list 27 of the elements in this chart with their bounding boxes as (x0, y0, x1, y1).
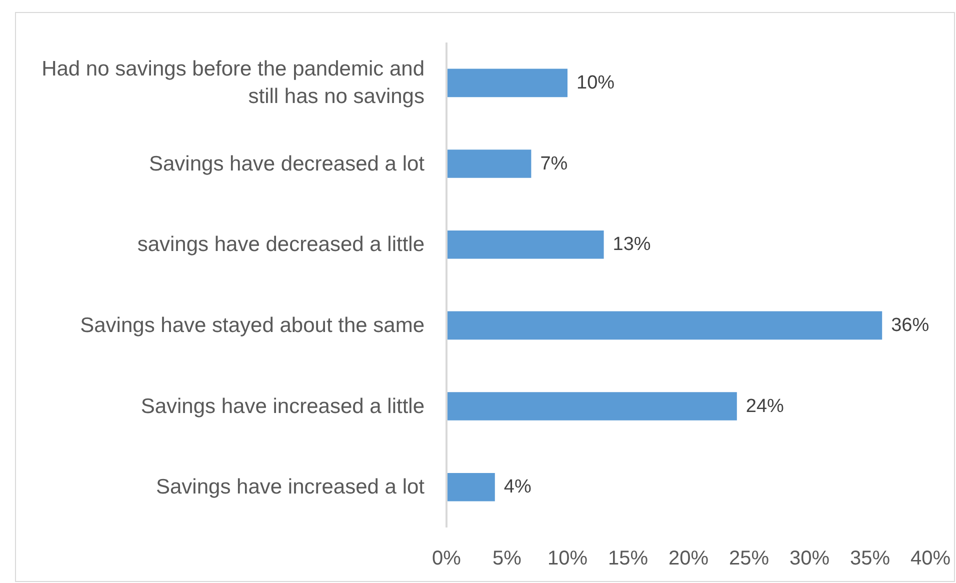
bar (446, 392, 737, 420)
bar (446, 150, 532, 178)
data-label: 36% (891, 314, 930, 336)
data-label: 24% (746, 396, 784, 417)
x-tick-label: 30% (789, 548, 830, 570)
y-tick-label: Savings have increased a lot (156, 476, 425, 499)
bar (446, 472, 495, 502)
x-tick-label: 35% (850, 548, 890, 570)
x-tick-label: 10% (547, 548, 588, 570)
y-tick-label: savings have decreased a little (137, 233, 424, 256)
y-tick-label: Savings have stayed about the same (80, 314, 425, 337)
y-tick-label: Savings have increased a little (140, 394, 425, 418)
data-label: 7% (540, 153, 568, 174)
data-label: 13% (612, 234, 651, 256)
x-tick-label: 25% (728, 548, 770, 570)
x-tick-label: 5% (492, 548, 522, 570)
x-tick-label: 20% (668, 548, 709, 570)
data-label: 10% (576, 72, 615, 94)
bar (446, 68, 568, 98)
y-tick-label: Savings have decreased a lot (148, 152, 425, 176)
bar (446, 230, 604, 259)
data-label: 4% (504, 476, 532, 498)
y-tick-label: Had no savings before the pandemic and still has no savings (42, 58, 425, 108)
x-tick-label: 0% (432, 548, 462, 570)
x-tick-label: 15% (608, 548, 648, 570)
x-tick-label: 40% (910, 548, 951, 570)
bar (446, 311, 882, 340)
